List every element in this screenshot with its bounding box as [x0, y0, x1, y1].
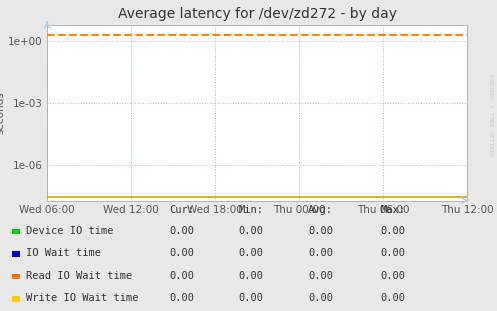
Text: 0.00: 0.00: [308, 293, 333, 303]
Text: 0.00: 0.00: [380, 226, 405, 236]
Text: IO Wait time: IO Wait time: [26, 248, 101, 258]
Text: Write IO Wait time: Write IO Wait time: [26, 293, 139, 303]
Text: 0.00: 0.00: [169, 226, 194, 236]
Text: 0.00: 0.00: [380, 248, 405, 258]
Y-axis label: seconds: seconds: [0, 91, 5, 134]
Text: Min:: Min:: [239, 205, 263, 215]
Text: 0.00: 0.00: [169, 271, 194, 281]
Text: Device IO time: Device IO time: [26, 226, 114, 236]
Title: Average latency for /dev/zd272 - by day: Average latency for /dev/zd272 - by day: [118, 7, 397, 21]
Text: Max:: Max:: [380, 205, 405, 215]
Text: 0.00: 0.00: [239, 293, 263, 303]
Text: 0.00: 0.00: [380, 293, 405, 303]
Text: Avg:: Avg:: [308, 205, 333, 215]
Text: 0.00: 0.00: [308, 248, 333, 258]
Text: 0.00: 0.00: [308, 271, 333, 281]
Text: Read IO Wait time: Read IO Wait time: [26, 271, 133, 281]
Text: 0.00: 0.00: [380, 271, 405, 281]
Text: 0.00: 0.00: [169, 293, 194, 303]
Text: 0.00: 0.00: [239, 248, 263, 258]
Text: RRDTOOL / TOBI OETIKER: RRDTOOL / TOBI OETIKER: [488, 74, 493, 156]
Text: 0.00: 0.00: [308, 226, 333, 236]
Text: 0.00: 0.00: [239, 226, 263, 236]
Text: Cur:: Cur:: [169, 205, 194, 215]
Text: 0.00: 0.00: [239, 271, 263, 281]
Text: 0.00: 0.00: [169, 248, 194, 258]
